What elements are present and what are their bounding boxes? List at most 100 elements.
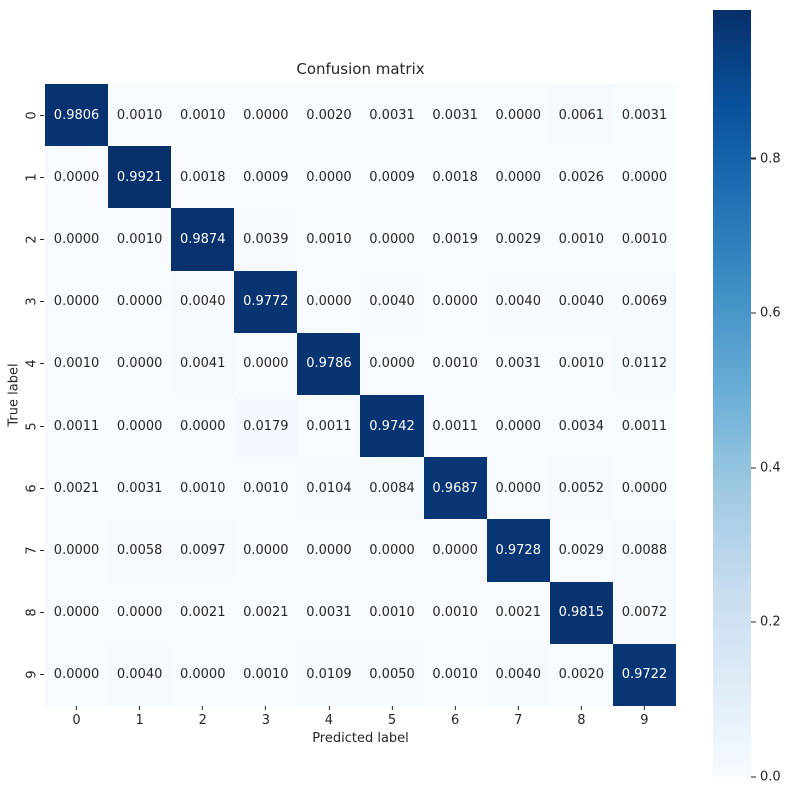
colorbar-tick-label: 0.2 xyxy=(760,614,781,630)
heatmap-cell-r7c1: 0.0058 xyxy=(108,519,172,582)
heatmap-cell-r5c8: 0.0034 xyxy=(549,395,613,458)
y-axis-label: True label xyxy=(6,363,22,427)
heatmap-cell-r5c2: 0.0000 xyxy=(171,395,235,458)
heatmap-cell-r3c3: 0.9772 xyxy=(234,270,298,333)
y-tick-4: 4 xyxy=(24,356,45,372)
x-tick-label: 2 xyxy=(198,713,207,728)
heatmap-cell-r3c7: 0.0040 xyxy=(486,270,550,333)
heatmap-cell-r7c5: 0.0000 xyxy=(360,519,424,582)
heatmap-cell-r9c3: 0.0010 xyxy=(234,643,298,706)
heatmap-cell-r0c5: 0.0031 xyxy=(360,84,424,147)
y-tick-9: 9 xyxy=(24,667,45,683)
heatmap-cell-r9c9: 0.9722 xyxy=(612,643,676,706)
tick-mark xyxy=(391,706,393,710)
tick-mark xyxy=(202,706,204,710)
y-tick-3: 3 xyxy=(24,294,45,310)
y-tick-0: 0 xyxy=(24,107,45,123)
heatmap-cell-r6c2: 0.0010 xyxy=(171,457,235,520)
y-tick-7: 7 xyxy=(24,543,45,559)
heatmap-cell-r3c9: 0.0069 xyxy=(612,270,676,333)
tick-mark xyxy=(40,176,44,178)
tick-mark xyxy=(580,706,582,710)
heatmap-cell-r3c6: 0.0000 xyxy=(423,270,487,333)
y-tick-label: 0 xyxy=(24,110,40,120)
heatmap-cell-r3c4: 0.0000 xyxy=(297,270,361,333)
colorbar-tick-label: 0.0 xyxy=(760,769,781,785)
heatmap-cell-r1c0: 0.0000 xyxy=(45,146,109,209)
y-tick-label: 9 xyxy=(24,670,40,680)
x-tick-1: 1 xyxy=(136,706,144,728)
tick-mark xyxy=(751,312,756,314)
heatmap-cell-r7c0: 0.0000 xyxy=(45,519,109,582)
colorbar-tick-0.6: 0.6 xyxy=(751,306,781,321)
tick-mark xyxy=(40,550,44,551)
y-tick-label: 4 xyxy=(24,359,40,369)
colorbar-ticks: 0.0 0.2 0.4 0.6 0.8 xyxy=(751,10,792,785)
heatmap-grid: 0.9806 0.0010 0.0010 0.0000 0.0020 0.0031 0.00… xyxy=(45,84,676,706)
heatmap-cell-r4c5: 0.0000 xyxy=(360,332,424,395)
heatmap-cell-r1c3: 0.0009 xyxy=(234,146,298,209)
x-tick-label: 6 xyxy=(451,713,460,728)
tick-mark xyxy=(751,776,756,778)
tick-mark xyxy=(40,301,44,303)
heatmap-cell-r1c5: 0.0009 xyxy=(360,146,424,209)
heatmap-cell-r3c5: 0.0040 xyxy=(360,270,424,333)
heatmap-cell-r2c0: 0.0000 xyxy=(45,208,109,271)
heatmap-cell-r8c3: 0.0021 xyxy=(234,581,298,644)
tick-mark xyxy=(643,706,645,710)
y-tick-label: 8 xyxy=(24,608,40,617)
heatmap-cell-r8c0: 0.0000 xyxy=(45,581,109,644)
heatmap-cell-r4c9: 0.0112 xyxy=(612,332,676,395)
y-tick-label: 6 xyxy=(24,484,40,493)
x-tick-label: 5 xyxy=(387,713,397,728)
x-tick-label: 4 xyxy=(324,713,334,728)
x-tick-4: 4 xyxy=(325,706,333,728)
heatmap-cell-r2c2: 0.9874 xyxy=(171,208,235,271)
x-tick-label: 7 xyxy=(514,713,523,728)
heatmap-cell-r5c1: 0.0000 xyxy=(108,395,172,458)
heatmap-cell-r7c7: 0.9728 xyxy=(486,519,550,582)
heatmap-cell-r6c5: 0.0084 xyxy=(360,457,424,520)
heatmap-cell-r5c0: 0.0011 xyxy=(45,395,109,458)
colorbar-tick-label: 0.4 xyxy=(760,460,781,476)
x-tick-8: 8 xyxy=(577,706,585,728)
heatmap-cell-r2c5: 0.0000 xyxy=(360,208,424,271)
heatmap-cell-r1c1: 0.9921 xyxy=(108,146,172,209)
tick-mark xyxy=(454,706,456,710)
heatmap-cell-r7c6: 0.0000 xyxy=(423,519,487,582)
y-tick-6: 6 xyxy=(24,480,45,496)
x-tick-3: 3 xyxy=(262,706,270,728)
x-tick-label: 3 xyxy=(261,713,270,728)
y-tick-label: 3 xyxy=(24,297,40,306)
heatmap-cell-r5c4: 0.0011 xyxy=(297,395,361,458)
tick-mark xyxy=(40,239,44,240)
x-tick-0: 0 xyxy=(72,706,81,728)
heatmap-cell-r8c4: 0.0031 xyxy=(297,581,361,644)
heatmap-cell-r1c6: 0.0018 xyxy=(423,146,487,209)
tick-mark xyxy=(40,612,44,614)
chart-title: Confusion matrix xyxy=(296,60,425,78)
colorbar-tick-0.8: 0.8 xyxy=(751,151,781,166)
tick-mark xyxy=(751,467,756,469)
tick-mark xyxy=(751,157,756,160)
heatmap-cell-r4c7: 0.0031 xyxy=(486,332,550,395)
heatmap-cell-r1c9: 0.0000 xyxy=(612,146,676,209)
heatmap-cell-r4c8: 0.0010 xyxy=(549,332,613,395)
heatmap-cell-r0c6: 0.0031 xyxy=(423,84,487,147)
heatmap-cell-r8c1: 0.0000 xyxy=(108,581,172,644)
heatmap-cell-r2c4: 0.0010 xyxy=(297,208,361,271)
heatmap-cell-r9c5: 0.0050 xyxy=(360,643,424,706)
x-tick-5: 5 xyxy=(388,706,396,728)
heatmap-cell-r6c8: 0.0052 xyxy=(549,457,613,520)
x-tick-label: 8 xyxy=(577,713,586,728)
heatmap-cell-r9c2: 0.0000 xyxy=(171,643,235,706)
heatmap-cell-r4c0: 0.0010 xyxy=(45,332,109,395)
heatmap-cell-r6c3: 0.0010 xyxy=(234,457,298,520)
heatmap-cell-r0c7: 0.0000 xyxy=(486,84,550,147)
heatmap-cell-r6c4: 0.0104 xyxy=(297,457,361,520)
heatmap-cell-r3c8: 0.0040 xyxy=(549,270,613,333)
heatmap-cell-r7c4: 0.0000 xyxy=(297,519,361,582)
heatmap-cell-r2c1: 0.0010 xyxy=(108,208,172,271)
heatmap-cell-r7c9: 0.0088 xyxy=(612,519,676,582)
x-axis-ticks: 0 1 2 3 4 5 6 7 8 9 xyxy=(45,706,676,732)
